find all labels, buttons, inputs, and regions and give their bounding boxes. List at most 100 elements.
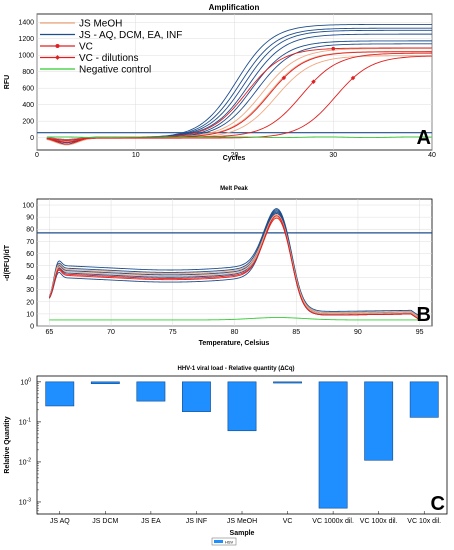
amplification-title: Amplification [209,3,260,12]
y-tick-label: 10-3 [19,497,31,506]
amplification-xlabel: Cycles [223,155,246,162]
amplification-ylabel: RFU [4,75,11,89]
y-tick-label: 0 [30,135,34,142]
y-tick-label: 100 [22,203,34,210]
x-tick-label: 65 [45,329,53,336]
y-tick-label: 60 [26,251,34,258]
y-tick-label: 600 [22,86,34,93]
melt-curve-vc_dilutions [48,217,420,321]
y-tick-label: 10-1 [19,417,31,426]
y-tick-label: 70 [26,239,34,246]
y-tick-label: 10-2 [19,457,31,466]
x-tick-label: 20 [231,152,239,159]
melt-peak-xlabel: Temperature, Celsius [199,340,270,347]
legend-label-vc: VC [79,42,93,53]
legend-label-js_meoh: JS MeOH [79,19,122,30]
y-tick-label: 0 [30,324,34,331]
x-tick-label: 80 [231,329,239,336]
bar-js-inf [182,381,211,412]
melt-peak-curves [48,208,420,321]
bar-vc [273,381,302,384]
amplification-panel: Amplification 0 10 20 30 4002004006008001000… [4,3,436,162]
bar-vc-10x-dil- [409,381,439,418]
legend-label-js_other: JS - AQ, DCM, EA, INF [79,30,182,41]
legend-label-vc_dilutions: VC - dilutions [79,53,138,64]
bar-vc-1000x-dil- [318,381,348,509]
legend-marker-vc [55,44,60,48]
melt-peak-title: Melt Peak [220,186,248,192]
bar-js-meoh [227,381,257,432]
x-tick-label: 0 [35,152,39,159]
melt-curve-js_meoh [48,216,420,319]
y-tick-label: 80 [26,227,34,234]
y-tick-label: 10 [26,311,34,318]
viral-load-title: HHV-1 viral load - Relative quantity (ΔC… [178,366,295,372]
viral-load-legend: HSV [211,537,237,546]
melt-peak-ticks: 65 70 75 80 85 90 95 0 10 20 30 40 50 60 70 80 90 100 [22,203,423,336]
viral-load-bars [45,381,439,509]
viral-load-legend-box [211,537,237,546]
melt-peak-panel: Melt Peak 65 70 75 80 85 90 95 0 10 20 30 40 50 60 70 8… [4,186,433,347]
vc-marker [331,46,336,51]
category-label: VC 10x dil. [407,518,441,525]
bar-js-ea [136,381,166,402]
category-label: JS EA [141,518,161,525]
bar-vc-100x-dil- [364,381,394,461]
category-label: VC [283,518,293,525]
y-tick-label: 50 [26,263,34,270]
category-label: JS AQ [50,518,70,525]
bar-js-aq [45,381,75,407]
y-tick-label: 90 [26,215,34,222]
y-tick-label: 1000 [18,53,34,60]
y-tick-label: 20 [26,299,34,306]
panel-label-a: A [417,127,431,149]
melt-curve-negative [49,317,420,321]
x-tick-label: 10 [132,152,140,159]
legend-label-negative: Negative control [79,65,151,76]
bar-js-dcm [90,381,120,384]
melt-curve-js_other [48,208,420,317]
y-tick-label: 800 [22,69,34,76]
y-tick-exponent: -1 [27,417,32,423]
x-tick-label: 90 [354,329,362,336]
viral-load-legend-label: HSV [225,539,234,544]
viral-load-legend-swatch [214,540,223,543]
viral-load-panel: HHV-1 viral load - Relative quantity (ΔC… [4,366,448,546]
y-tick-label: 40 [26,275,34,282]
viral-load-xlabel: Sample [230,530,255,537]
legend-marker-vc-dilutions [55,55,60,60]
y-tick-exponent: 0 [28,377,31,383]
amplification-curve-vc_dilutions [46,55,432,141]
category-label: VC 100x dil. [360,518,398,525]
viral-load-ylabel: Relative Quantity [4,416,11,473]
amplification-curves [46,23,432,146]
x-tick-label: 75 [169,329,177,336]
x-tick-label: 95 [416,329,424,336]
melt-peak-grid [37,199,432,327]
viral-load-ticks: 100 10-1 10-2 10-3 [19,377,41,515]
category-label: JS MeOH [227,518,257,525]
category-label: JS INF [186,518,207,525]
x-tick-label: 30 [329,152,337,159]
panel-label-b: B [417,304,431,326]
x-tick-label: 70 [107,329,115,336]
viral-load-category-labels: JS AQ JS DCM JS EA JS INF JS MeOH VC VC 1000x … [50,511,441,525]
x-tick-label: 85 [292,329,300,336]
category-label: VC 1000x dil. [312,518,354,525]
y-tick-label: 1400 [18,20,34,27]
y-tick-label: 1200 [18,36,34,43]
amplification-curve-negative [46,136,432,138]
melt-peak-ylabel: -d(RFU)/dT [4,244,11,281]
melt-curve-js_meoh [48,213,420,318]
panel-label-c: C [431,493,445,515]
y-tick-exponent: -2 [27,457,32,463]
y-tick-label: 400 [22,102,34,109]
y-tick-label: 100 [20,377,31,386]
y-tick-exponent: -3 [27,497,32,503]
y-tick-label: 30 [26,287,34,294]
x-tick-label: 40 [428,152,436,159]
y-tick-label: 200 [22,119,34,126]
